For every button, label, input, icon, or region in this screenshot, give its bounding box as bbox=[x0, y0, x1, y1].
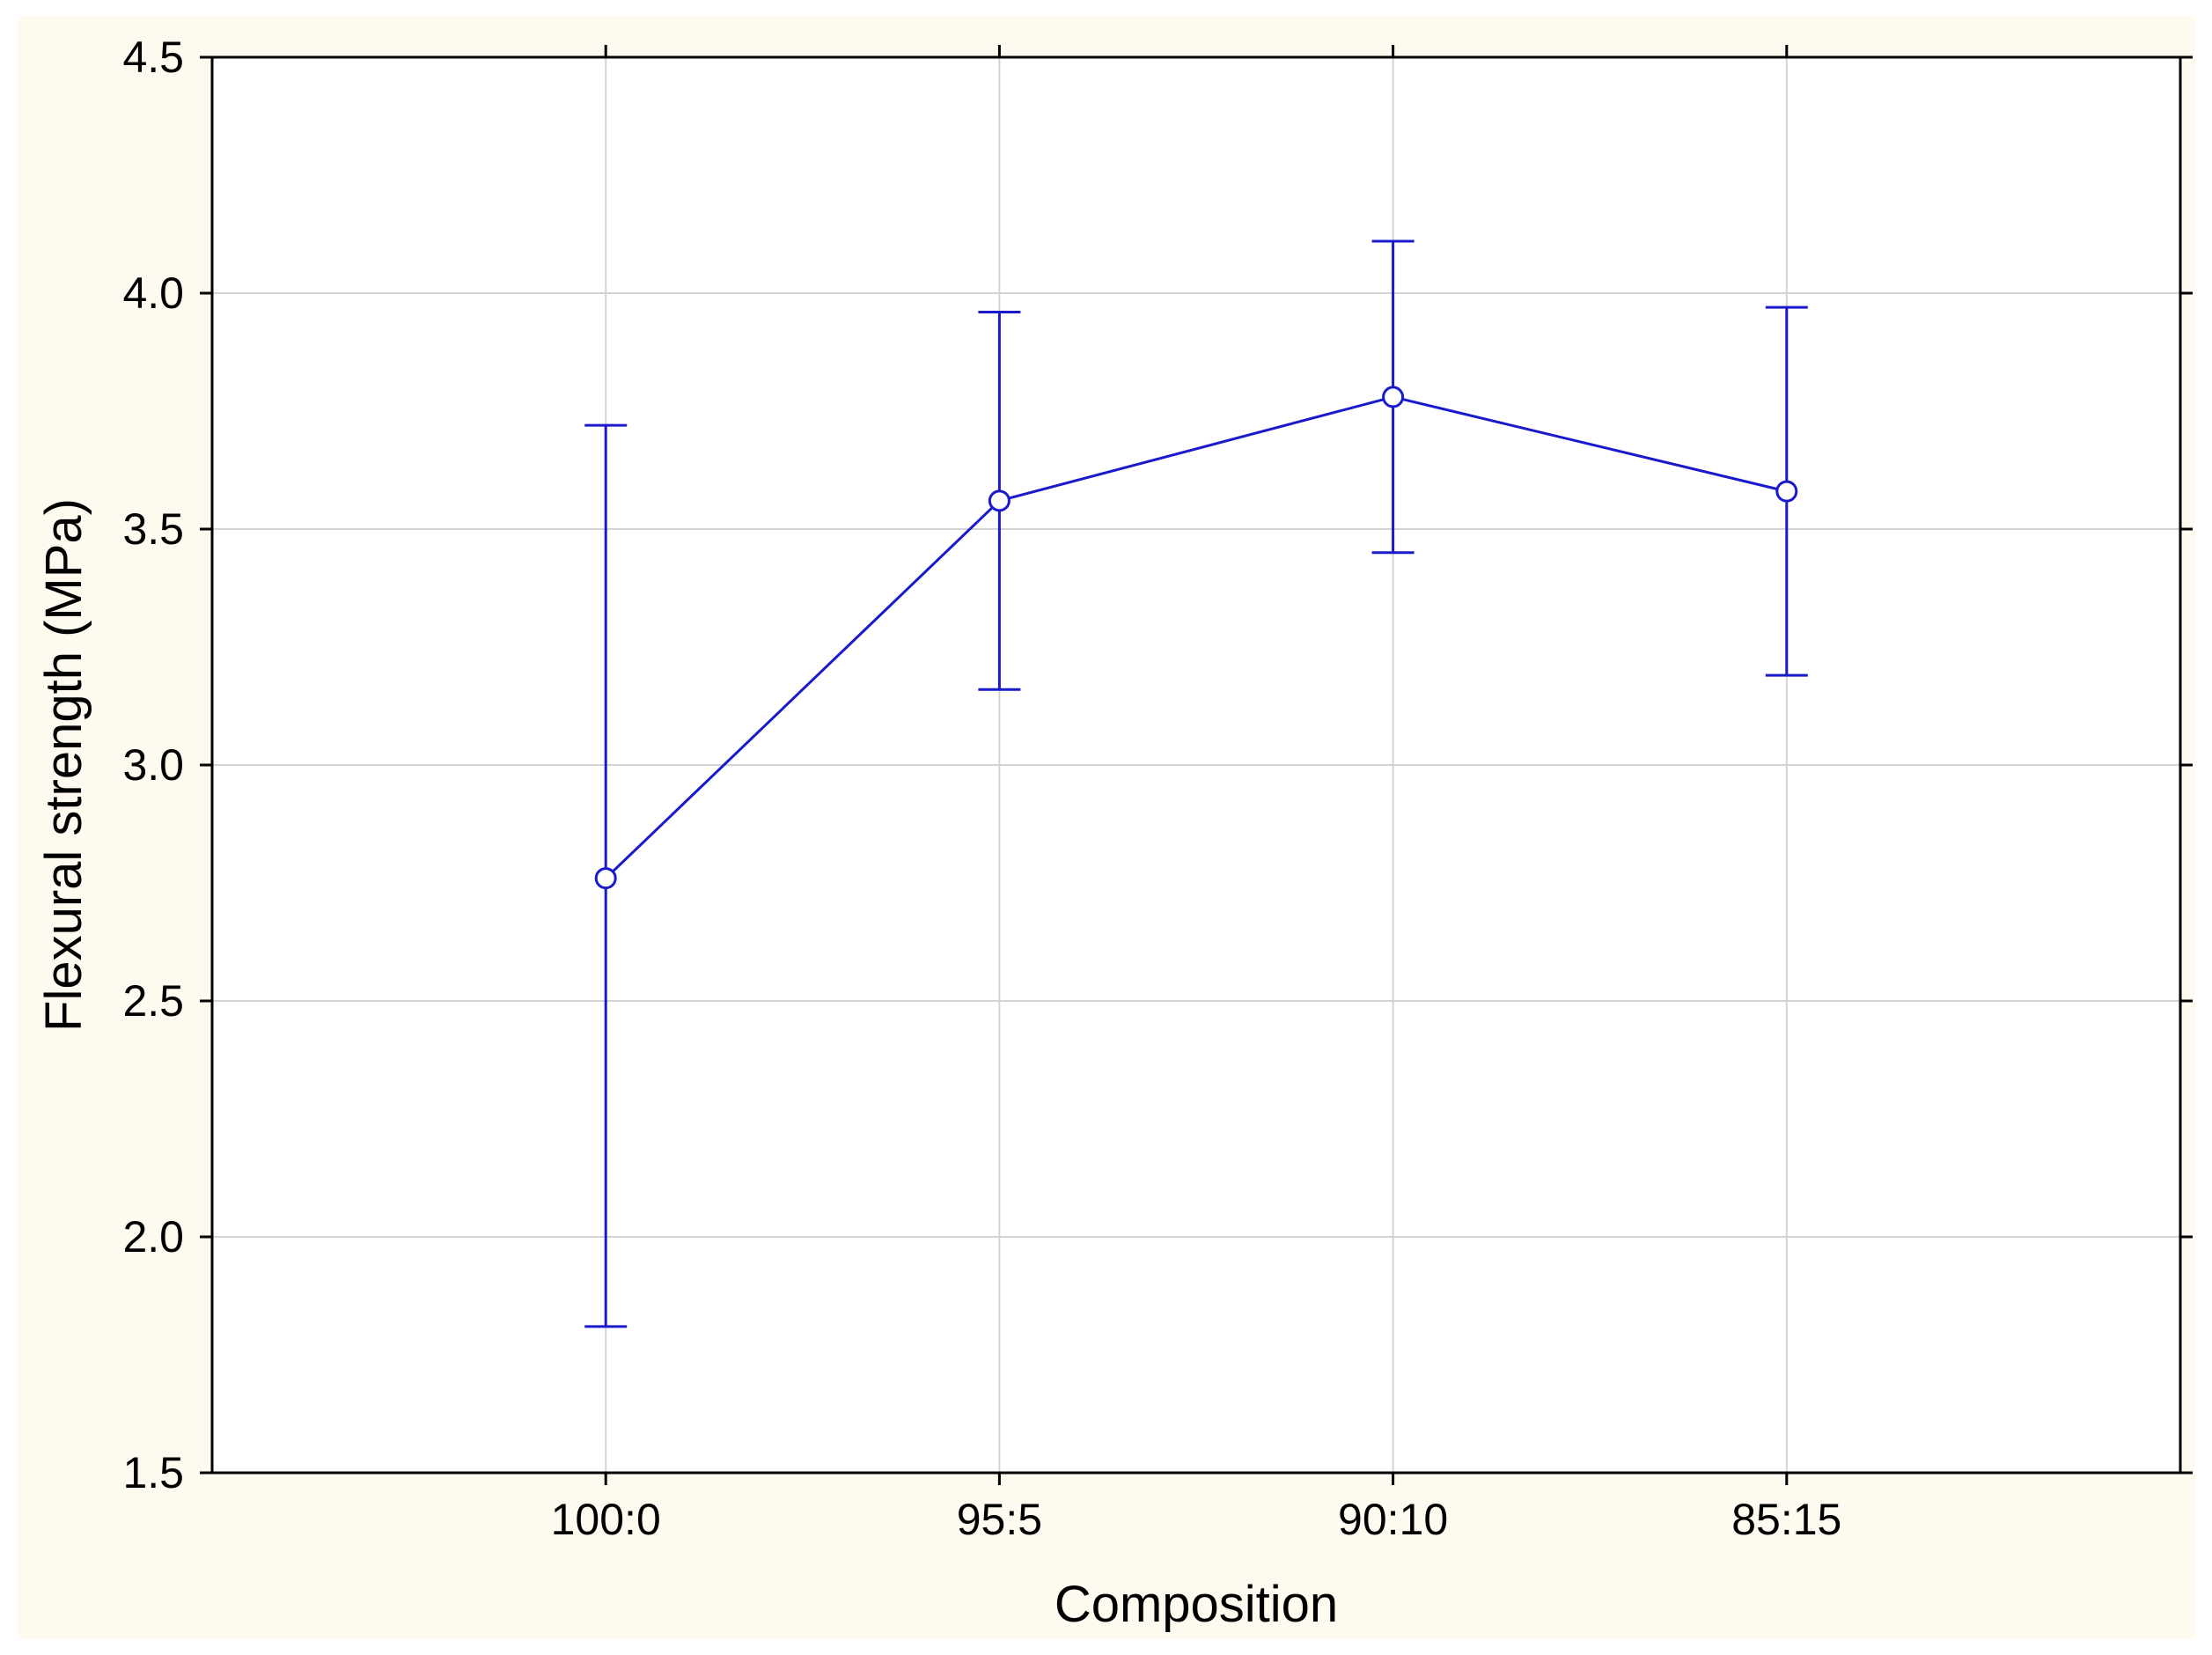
y-axis: 1.5 2.0 2.5 3.0 3.5 4.0 4.5 bbox=[122, 33, 2193, 1497]
series bbox=[584, 239, 1808, 1328]
y-tick-label: 2.5 bbox=[122, 976, 184, 1026]
y-tick-label: 4.5 bbox=[122, 33, 184, 82]
data-point bbox=[1382, 386, 1405, 408]
data-point bbox=[1775, 480, 1798, 503]
data-point bbox=[988, 489, 1010, 512]
x-tick-label: 100:0 bbox=[551, 1495, 661, 1544]
x-axis-title: Composition bbox=[1055, 1576, 1338, 1633]
y-tick-label: 3.5 bbox=[122, 504, 184, 554]
y-tick-label: 2.0 bbox=[122, 1212, 184, 1261]
data-point bbox=[594, 867, 617, 890]
x-tick-label: 85:15 bbox=[1731, 1495, 1841, 1544]
y-tick-label: 1.5 bbox=[122, 1448, 184, 1497]
x-tick-label: 90:10 bbox=[1338, 1495, 1448, 1544]
y-axis-title: Flexural strength (MPa) bbox=[35, 498, 92, 1032]
grid bbox=[212, 57, 2180, 1473]
series-line bbox=[605, 395, 1788, 879]
y-tick-label: 4.0 bbox=[122, 268, 184, 318]
y-tick-label: 3.0 bbox=[122, 740, 184, 790]
x-axis: 100:0 95:5 90:10 85:15 bbox=[551, 45, 1841, 1544]
x-tick-label: 95:5 bbox=[957, 1495, 1042, 1544]
